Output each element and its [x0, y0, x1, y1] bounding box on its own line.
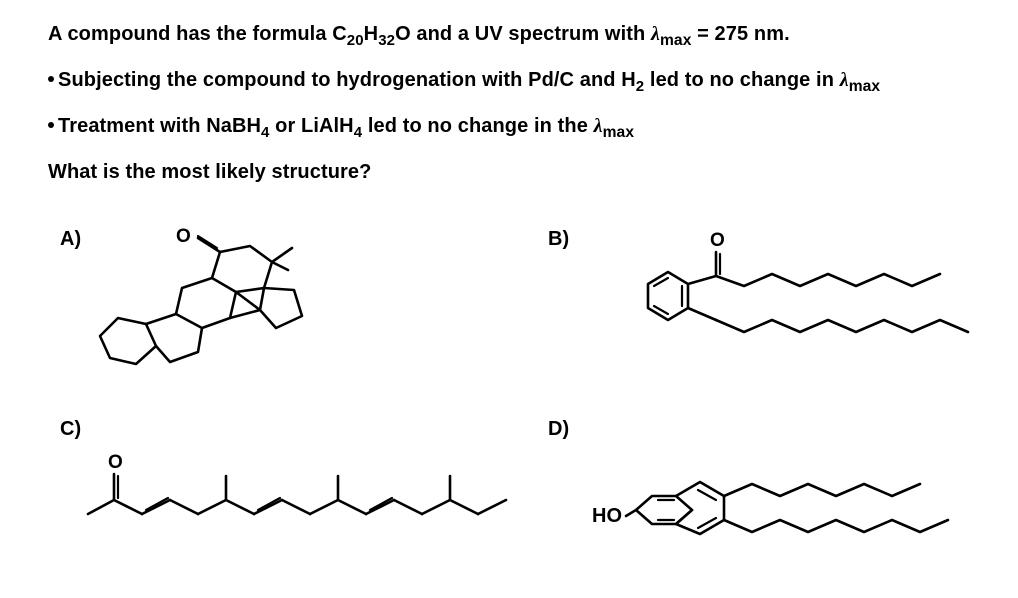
structure-b: O [608, 224, 1008, 379]
bullet-2: Treatment with NaBH4 or LiAlH4 led to no… [48, 110, 978, 146]
atom-o-b: O [710, 230, 725, 251]
b1-max: max [849, 78, 881, 95]
atom-ho-d: HO [592, 505, 622, 527]
b2-post: led to no change in the [362, 115, 593, 137]
atom-o-c: O [108, 452, 123, 473]
t-hsub: 32 [378, 32, 395, 49]
b2-max: max [603, 124, 635, 141]
b2-lambda: λ [594, 115, 603, 137]
structure-c-svg: O [68, 428, 548, 548]
b2-l4: 4 [354, 124, 362, 141]
t-mid2: O and a UV spectrum with [395, 23, 651, 45]
t-pre: A compound has the formula C [48, 23, 347, 45]
title-line: A compound has the formula C20H32O and a… [48, 18, 978, 54]
b2-mid: or LiAlH [270, 115, 354, 137]
options-area: A) B) C) D) O [48, 218, 978, 598]
bullet-1: Subjecting the compound to hydrogenation… [48, 64, 978, 100]
structure-c: O [68, 428, 548, 553]
bullet-icon [48, 122, 54, 128]
b1-post: led to no change in [644, 69, 839, 91]
structure-a: O [78, 218, 358, 388]
structure-d: HO [588, 418, 1008, 553]
t-lambda: λ [651, 23, 660, 45]
label-b: B) [548, 228, 569, 251]
t-mid1: H [364, 23, 379, 45]
atom-o-a: O [176, 226, 191, 247]
b2-pre: Treatment with NaBH [58, 115, 261, 137]
t-eq: = 275 nm. [691, 23, 789, 45]
question-line: What is the most likely structure? [48, 156, 978, 188]
structure-b-svg: O [608, 224, 1008, 374]
structure-a-svg: O [78, 218, 358, 383]
b1-pre: Subjecting the compound to hydrogenation… [58, 69, 636, 91]
t-max: max [660, 32, 692, 49]
b1-lambda: λ [840, 69, 849, 91]
label-d: D) [548, 418, 569, 441]
structure-d-svg: HO [588, 418, 1008, 548]
b2-n4: 4 [261, 124, 269, 141]
b1-h2: 2 [636, 78, 644, 95]
bullet-icon [48, 76, 54, 82]
t-csub: 20 [347, 32, 364, 49]
